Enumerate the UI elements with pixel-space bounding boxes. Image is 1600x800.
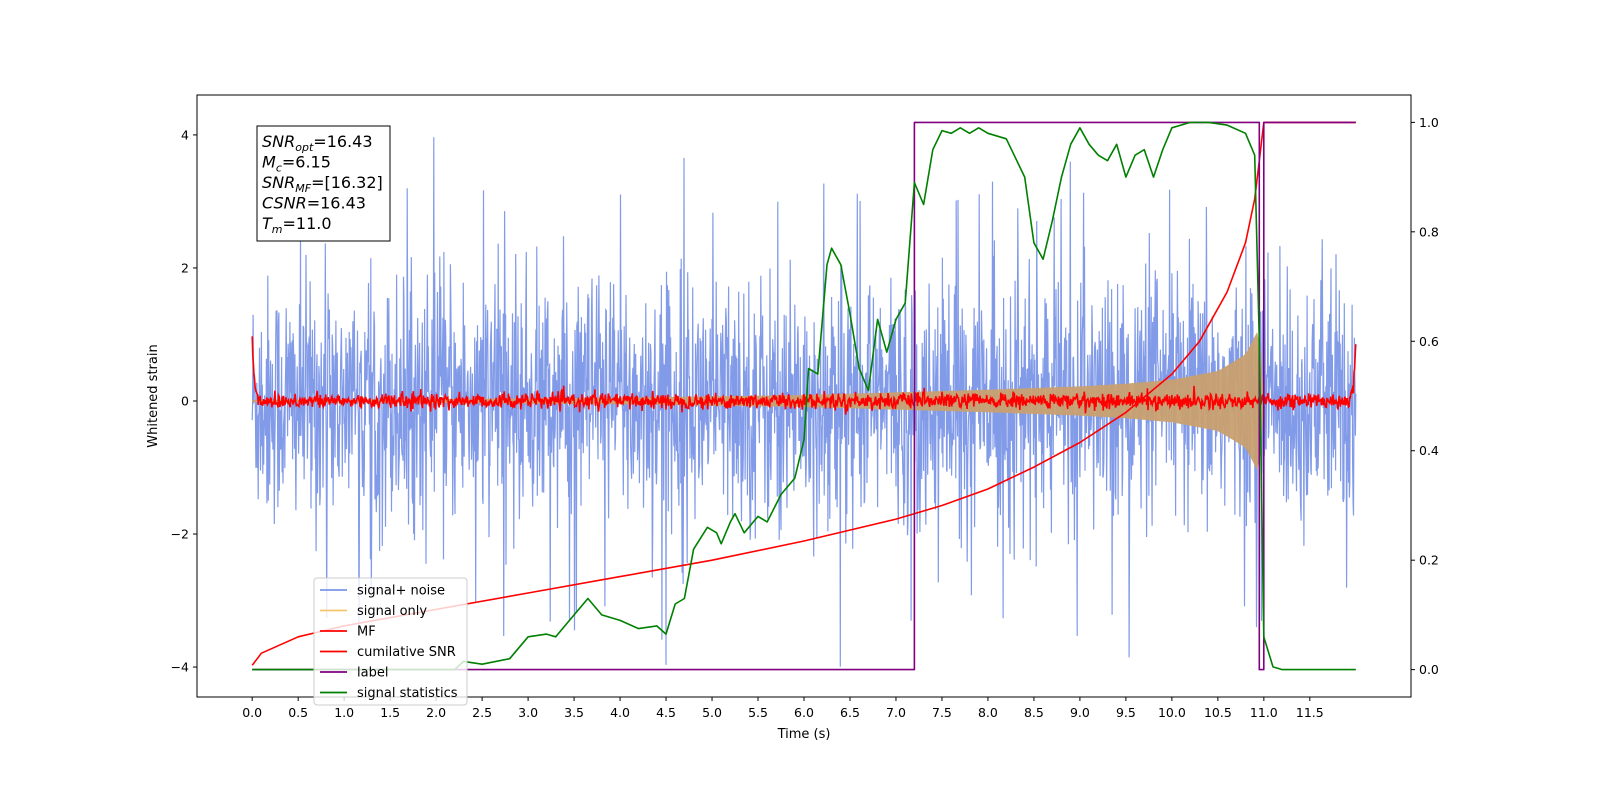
annotation-symbol: T <box>262 214 273 233</box>
x-tick-label: 4.0 <box>610 705 630 720</box>
x-tick-label: 0.0 <box>242 705 262 720</box>
x-tick-label: 8.0 <box>978 705 998 720</box>
legend-frame <box>313 577 468 706</box>
annotation-subscript: opt <box>295 141 314 154</box>
legend-label: cumilative SNR <box>357 645 456 660</box>
x-tick-label: 5.5 <box>748 705 768 720</box>
y-left-tick-label: −2 <box>171 527 189 542</box>
annotation-subscript: m <box>272 223 283 236</box>
y-right-tick-label: 0.2 <box>1419 553 1439 568</box>
annotation-symbol: SNR <box>262 173 295 192</box>
y-left-tick-label: 0 <box>181 393 189 408</box>
annotation-line: CSNR=16.43 <box>262 194 366 213</box>
legend-label: label <box>357 666 388 681</box>
y-axis-right: 0.0 0.2 0.4 0.6 0.8 1.0 <box>1411 115 1439 677</box>
x-tick-label: 8.5 <box>1024 705 1044 720</box>
legend-label: signal statistics <box>357 686 458 701</box>
legend-label: signal+ noise <box>357 584 445 599</box>
annotation-value: =16.43 <box>307 194 366 213</box>
series-line-label <box>252 121 1356 671</box>
x-tick-label: 9.5 <box>1116 705 1136 720</box>
y-right-tick-label: 0.6 <box>1419 334 1439 349</box>
x-tick-label: 7.0 <box>886 705 906 720</box>
annotation-line: Mc=6.15 <box>262 153 331 175</box>
x-tick-label: 3.0 <box>518 705 538 720</box>
annotation-symbol: M <box>262 153 276 172</box>
y-axis-left: −4 −2 0 2 4 <box>171 127 197 675</box>
y-right-tick-label: 0.0 <box>1419 662 1439 677</box>
series-line-signal-noise <box>251 137 1357 667</box>
x-tick-label: 2.5 <box>472 705 492 720</box>
x-tick-label: 4.5 <box>656 705 676 720</box>
y-axis-label: Whitened strain <box>146 344 161 447</box>
legend-label: signal only <box>357 604 427 619</box>
annotation-value: =6.15 <box>282 153 331 172</box>
x-axis: 0.0 0.5 1.0 1.5 2.0 2.5 3.0 3.5 4.0 4.5 5.0 5.5 6.0 6… <box>242 697 1324 720</box>
x-tick-label: 9.0 <box>1070 705 1090 720</box>
annotation-symbol: SNR <box>262 132 295 151</box>
x-tick-label: 1.5 <box>380 705 400 720</box>
x-tick-label: 10.0 <box>1158 705 1186 720</box>
annotation-line: SNRopt=16.43 <box>262 132 373 154</box>
y-right-tick-label: 0.8 <box>1419 224 1439 239</box>
x-tick-label: 6.5 <box>840 705 860 720</box>
y-left-tick-label: 4 <box>181 127 189 142</box>
series-line-mf <box>251 336 1357 415</box>
annotation-value: =11.0 <box>283 214 332 233</box>
x-tick-label: 3.5 <box>564 705 584 720</box>
x-tick-label: 10.5 <box>1204 705 1232 720</box>
x-tick-label: 5.0 <box>702 705 722 720</box>
annotation-frame <box>256 125 391 242</box>
annotation-value: =16.43 <box>313 132 372 151</box>
y-left-tick-label: 2 <box>181 260 189 275</box>
x-axis-label: Time (s) <box>777 727 831 742</box>
annotation-subscript: MF <box>295 182 311 195</box>
annotation-symbol: CSNR <box>262 194 307 213</box>
legend: signal+ noise signal only MF cumilative SNR… <box>313 577 468 706</box>
x-tick-label: 2.0 <box>426 705 446 720</box>
x-tick-label: 0.5 <box>288 705 308 720</box>
x-tick-label: 6.0 <box>794 705 814 720</box>
x-tick-label: 1.0 <box>334 705 354 720</box>
x-tick-label: 11.5 <box>1296 705 1324 720</box>
x-tick-label: 11.0 <box>1250 705 1278 720</box>
annotation-box: SNRopt=16.43Mc=6.15SNRMF=[16.32]CSNR=16.… <box>256 125 391 242</box>
annotation-line: Tm=11.0 <box>262 214 332 236</box>
y-right-tick-label: 1.0 <box>1419 115 1439 130</box>
y-left-tick-label: −4 <box>171 660 189 675</box>
x-tick-label: 7.5 <box>932 705 952 720</box>
legend-label: MF <box>357 625 376 640</box>
y-right-tick-label: 0.4 <box>1419 443 1439 458</box>
series-line-signal-statistics <box>252 121 1356 671</box>
annotation-subscript: c <box>276 162 282 175</box>
annotation-value: =[16.32] <box>311 173 383 192</box>
annotation-line: SNRMF=[16.32] <box>262 173 383 195</box>
